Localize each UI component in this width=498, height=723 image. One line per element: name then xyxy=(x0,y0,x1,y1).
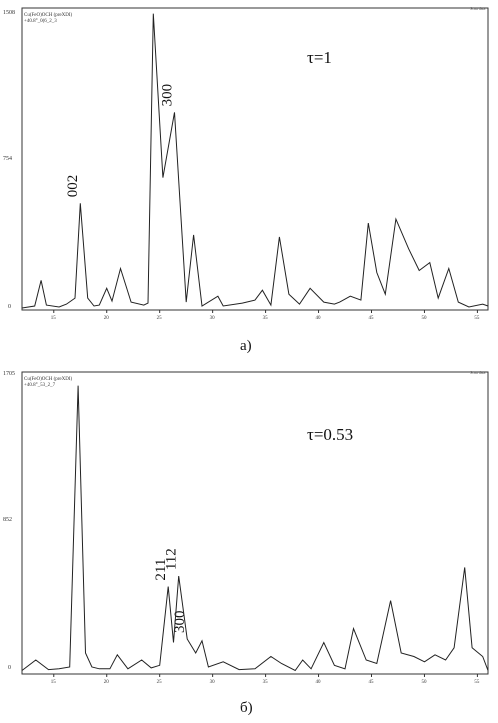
y-tick-max: 1705 xyxy=(3,371,15,377)
y-tick-zero: 0 xyxy=(8,304,11,310)
tau-label: τ=0.53 xyxy=(307,425,353,444)
top-right-label: Scan data xyxy=(470,6,486,11)
x-tick-label: 25 xyxy=(157,680,163,685)
tau-label: τ=1 xyxy=(307,48,332,67)
x-tick-label: 25 xyxy=(157,316,163,321)
x-tick-label: 40 xyxy=(316,680,322,685)
x-tick-label: 50 xyxy=(421,680,427,685)
legend-line-2: +40.8°_0(6_2_3 xyxy=(24,19,57,24)
y-tick-zero: 0 xyxy=(8,665,11,671)
x-tick-label: 55 xyxy=(474,680,480,685)
panel-caption-b: б) xyxy=(240,700,253,716)
y-tick-max: 1508 xyxy=(3,10,15,16)
legend-line-1: Cu(FeO)OCH (preXDI) xyxy=(24,377,73,382)
x-tick-label: 20 xyxy=(104,316,110,321)
legend-line-2: +40.8°_53_2_7 xyxy=(24,383,56,388)
x-tick-label: 35 xyxy=(263,316,269,321)
diffraction-trace xyxy=(21,13,489,309)
panel-caption-a: а) xyxy=(240,338,252,354)
x-tick-label: 20 xyxy=(104,680,110,685)
plot-frame xyxy=(21,7,489,311)
peak-annotation: 112 xyxy=(164,548,180,570)
x-tick-label: 30 xyxy=(210,316,216,321)
legend-line-1: Cu(FeO)OCH (preXDI) xyxy=(24,13,73,18)
x-tick-label: 45 xyxy=(369,316,375,321)
xrd-panel-b: Cu(FeO)OCH (preXDI) +40.8°_53_2_7 Scan d… xyxy=(3,370,489,685)
peak-annotation: 211 xyxy=(153,559,169,581)
x-tick-label: 40 xyxy=(316,316,322,321)
y-tick-mid: 754 xyxy=(3,156,12,162)
x-tick-labels: 15 20 25 30 35 40 45 50 55 xyxy=(51,310,480,321)
peak-annotation: 300 xyxy=(160,84,176,107)
x-tick-labels: 15 20 25 30 35 40 45 50 55 xyxy=(51,674,480,685)
peak-annotation: 002 xyxy=(65,175,81,198)
x-tick-label: 15 xyxy=(51,316,57,321)
top-right-label: Scan data xyxy=(470,370,486,375)
x-tick-label: 35 xyxy=(263,680,269,685)
x-tick-label: 15 xyxy=(51,680,57,685)
diffraction-trace xyxy=(21,385,489,672)
x-tick-label: 30 xyxy=(210,680,216,685)
x-tick-label: 50 xyxy=(421,316,427,321)
x-tick-label: 45 xyxy=(369,680,375,685)
y-tick-mid: 852 xyxy=(3,517,12,523)
xrd-panel-a: Cu(FeO)OCH (preXDI) +40.8°_0(6_2_3 Scan … xyxy=(3,6,489,321)
peak-annotations: 002 300 xyxy=(65,84,175,197)
plot-frame xyxy=(21,371,489,675)
x-tick-label: 55 xyxy=(474,316,480,321)
